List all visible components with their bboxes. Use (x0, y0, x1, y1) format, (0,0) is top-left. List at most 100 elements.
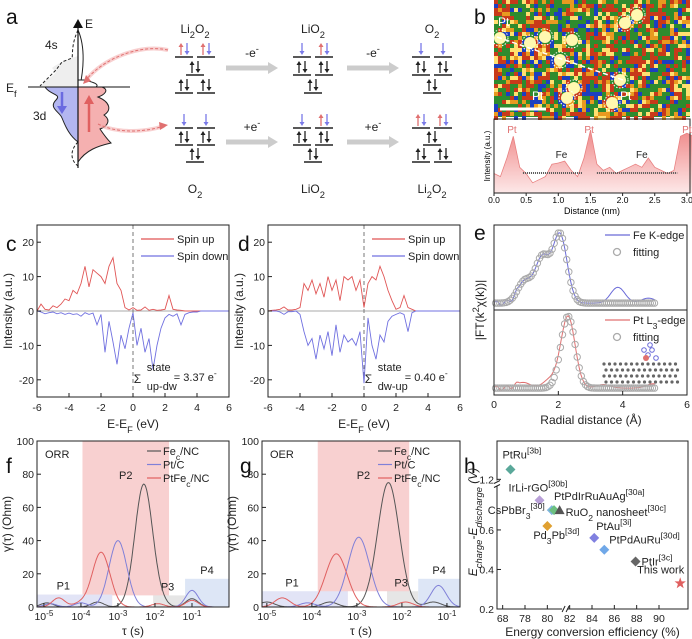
y-tick-label: -10 (250, 340, 265, 352)
image-pixel (638, 64, 642, 68)
spin-up-arrowhead-icon (426, 131, 432, 135)
image-pixel (662, 36, 666, 40)
image-pixel (578, 40, 582, 44)
ligand-atom (653, 355, 659, 361)
scatter-point-diamond (589, 532, 600, 543)
image-pixel (614, 92, 618, 96)
scatter-point-diamond (630, 556, 641, 567)
reaction-step-arrow-icon (347, 62, 399, 74)
image-pixel (674, 4, 678, 8)
carbon-atom (640, 374, 645, 378)
image-pixel (562, 0, 566, 4)
image-pixel (686, 88, 690, 92)
image-pixel (506, 4, 510, 8)
image-pixel (594, 16, 598, 20)
image-pixel (622, 72, 626, 76)
image-pixel (554, 44, 558, 48)
image-pixel (582, 72, 586, 76)
image-pixel (650, 52, 654, 56)
image-pixel (682, 84, 686, 88)
image-pixel (670, 100, 674, 104)
fitting-marker (571, 340, 579, 349)
pt-atom-spot (566, 34, 578, 46)
spin-up-arrowhead-icon (189, 61, 195, 65)
annotation-sum-symbol: Σ (134, 372, 141, 386)
image-pixel (602, 104, 606, 108)
image-pixel (510, 16, 514, 20)
image-pixel (574, 68, 578, 72)
legend-marker (612, 332, 622, 342)
image-pixel (558, 96, 562, 100)
image-pixel (522, 76, 526, 80)
image-pixel (686, 20, 690, 24)
image-pixel (634, 116, 638, 120)
fitting-marker (556, 343, 565, 352)
image-pixel (570, 104, 574, 108)
image-pixel (614, 96, 618, 100)
image-pixel (606, 52, 610, 56)
region-label: P2 (119, 470, 132, 482)
y-tick-label: 100 (241, 436, 259, 448)
image-pixel (578, 80, 582, 84)
image-pixel (562, 72, 566, 76)
spin-down-arrowhead-icon (443, 69, 449, 73)
pt-atom-spot (614, 74, 626, 86)
x-tick-label: 2.0 (617, 195, 629, 205)
image-pixel (646, 40, 650, 44)
4s-dashed-dos (39, 29, 79, 87)
image-pixel (586, 40, 590, 44)
carbon-atom (609, 368, 614, 372)
legend-label: Fe K-edge (633, 230, 684, 242)
image-pixel (634, 28, 638, 32)
image-pixel (658, 8, 662, 12)
image-pixel (526, 56, 530, 60)
image-pixel (518, 48, 522, 52)
image-pixel (554, 116, 558, 120)
image-pixel (598, 32, 602, 36)
image-pixel (634, 40, 638, 44)
spin-down-arrowhead-icon (57, 106, 67, 114)
image-pixel (602, 8, 606, 12)
image-pixel (510, 32, 514, 36)
carbon-atom (615, 380, 619, 384)
image-pixel (638, 56, 642, 60)
image-pixel (526, 80, 530, 84)
x-tick-label: -2 (327, 402, 336, 414)
image-pixel (622, 48, 626, 52)
region-label: P2 (357, 470, 370, 482)
image-pixel (546, 48, 550, 52)
panel-label-e: e (474, 222, 486, 245)
image-pixel (662, 16, 666, 20)
annotation-value: = 0.40 e- (405, 368, 448, 384)
image-pixel (510, 40, 514, 44)
image-pixel (650, 4, 654, 8)
image-pixel (538, 44, 542, 48)
image-pixel (582, 108, 586, 112)
image-pixel (570, 48, 574, 52)
image-pixel (566, 112, 570, 116)
image-pixel (522, 96, 526, 100)
image-pixel (538, 104, 542, 108)
y-tick-label: 0.6 (479, 525, 494, 537)
image-pixel (666, 68, 670, 72)
image-pixel (622, 100, 626, 104)
fitting-marker (646, 384, 654, 392)
image-pixel (534, 64, 538, 68)
image-pixel (646, 116, 650, 120)
image-pixel (586, 48, 590, 52)
image-pixel (510, 52, 514, 56)
point-label: PtAu[3i] (596, 517, 631, 533)
image-pixel (594, 44, 598, 48)
image-pixel (630, 60, 634, 64)
image-pixel (582, 60, 586, 64)
x-tick-label: 10-5 (34, 609, 53, 624)
image-pixel (682, 24, 686, 28)
spin-down-arrowhead-icon (324, 139, 330, 143)
carbon-atom (640, 362, 645, 366)
image-pixel (682, 76, 686, 80)
image-pixel (666, 64, 670, 68)
image-pixel (562, 112, 566, 116)
plot-frame (496, 440, 689, 610)
image-pixel (646, 104, 650, 108)
